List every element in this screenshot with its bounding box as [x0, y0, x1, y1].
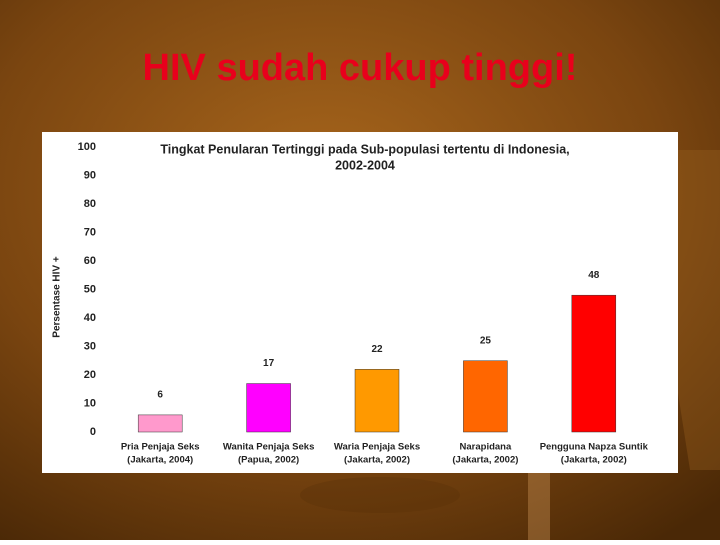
y-tick-label: 20: [84, 369, 96, 381]
value-label: 48: [588, 270, 600, 281]
y-tick-label: 40: [84, 312, 96, 324]
x-tick-label: Pria Penjaja Seks: [121, 442, 200, 453]
chart-title: 2002-2004: [335, 158, 395, 172]
y-tick-label: 80: [84, 198, 96, 210]
y-axis-label: Persentase HIV +: [52, 256, 63, 338]
y-tick-label: 50: [84, 283, 96, 295]
x-tick-label: (Jakarta, 2002): [561, 455, 627, 466]
y-tick-label: 70: [84, 226, 96, 238]
x-tick-label: Narapidana: [460, 442, 512, 453]
x-tick-label: (Jakarta, 2004): [127, 455, 193, 466]
bar: [137, 414, 183, 433]
y-tick-label: 10: [84, 397, 96, 409]
bar: [246, 383, 291, 433]
y-tick-label: 0: [90, 426, 96, 438]
x-tick-label: Waria Penjaja Seks: [334, 442, 420, 453]
value-label: 25: [480, 335, 492, 346]
x-tick-label: (Jakarta, 2002): [452, 455, 518, 466]
y-tick-label: 60: [84, 255, 96, 267]
x-tick-label: Pengguna Napza Suntik: [540, 442, 649, 453]
x-tick-label: (Papua, 2002): [238, 455, 299, 466]
bar: [463, 360, 508, 433]
y-tick-label: 90: [84, 169, 96, 181]
bar: [354, 369, 400, 433]
bar: [571, 294, 617, 433]
value-label: 22: [371, 344, 383, 355]
x-tick-label: Wanita Penjaja Seks: [223, 442, 315, 453]
y-tick-label: 30: [84, 340, 96, 352]
x-tick-label: (Jakarta, 2002): [344, 455, 410, 466]
value-label: 6: [157, 390, 163, 401]
chart-title: Tingkat Penularan Tertinggi pada Sub-pop…: [160, 142, 569, 156]
y-tick-label: 100: [78, 141, 96, 153]
slide-title: HIV sudah cukup tinggi!: [143, 47, 578, 89]
value-label: 17: [263, 358, 275, 369]
